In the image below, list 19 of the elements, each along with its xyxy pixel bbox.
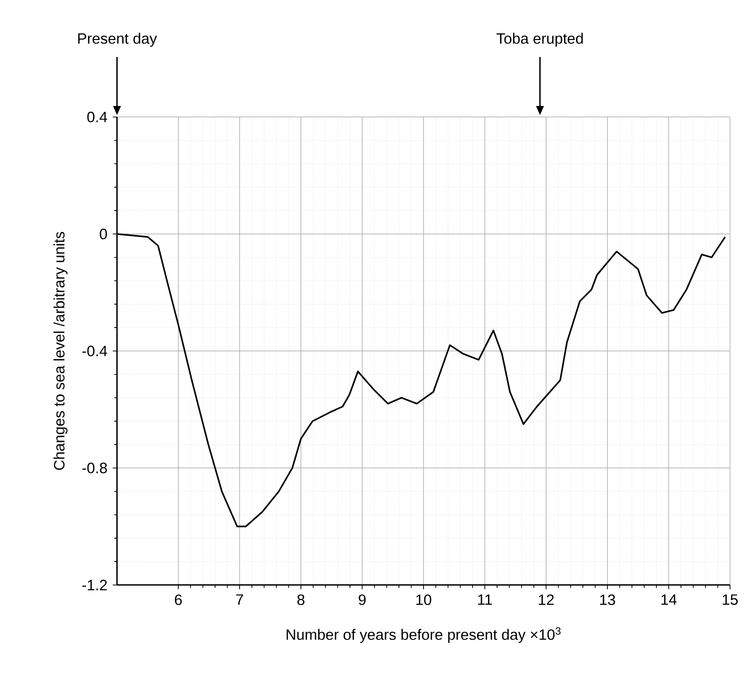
x-tick-label: 8 <box>297 594 304 606</box>
x-tick-label: 7 <box>236 594 244 605</box>
text: Toba erupted <box>496 32 583 47</box>
y-tick-label: -0.4 <box>82 346 108 356</box>
text: Present day <box>78 32 157 47</box>
x-tick-label: 11 <box>478 594 492 605</box>
y-tick-label: 0.4 <box>87 112 108 122</box>
x-tick-label: 14 <box>662 594 677 605</box>
y-tick-label: 0 <box>100 228 107 240</box>
y-tick-label: -0.8 <box>82 462 107 474</box>
x-tick-label: 10 <box>416 594 432 606</box>
x-tick-label: 6 <box>174 594 182 606</box>
x-tick-label: 13 <box>600 594 616 606</box>
x-axis-title: Number of years before present day ×10$^{3}$ <box>286 627 561 643</box>
y-tick-label: -1.2 <box>82 580 107 590</box>
y-axis-title: Changes to sea level /arbitrary units <box>54 232 68 470</box>
x-tick-label: 9 <box>358 594 366 606</box>
x-tick-label: 15 <box>722 594 738 605</box>
x-tick-label: 12 <box>538 594 554 605</box>
